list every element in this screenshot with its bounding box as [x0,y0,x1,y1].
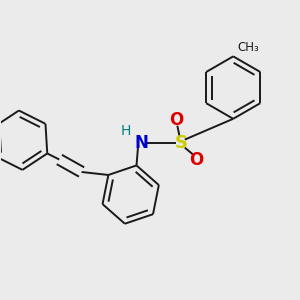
Text: CH₃: CH₃ [238,41,260,54]
Text: O: O [169,111,184,129]
Text: N: N [134,134,148,152]
Text: S: S [175,134,188,152]
Text: O: O [189,152,203,169]
Text: H: H [121,124,131,138]
